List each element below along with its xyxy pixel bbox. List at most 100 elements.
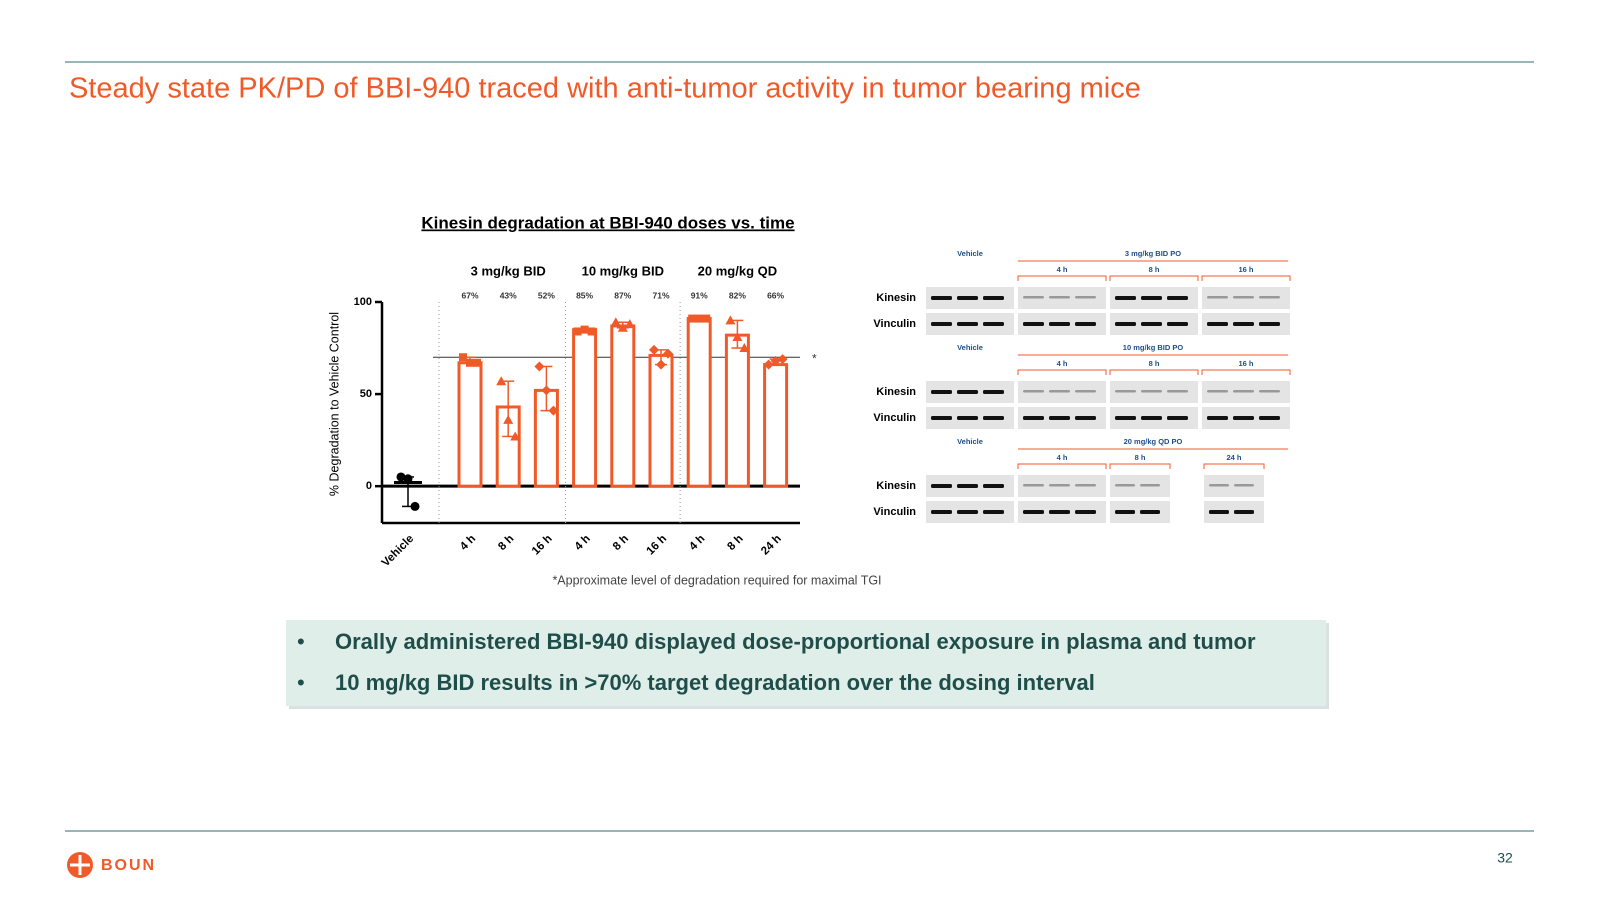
group-label: 3 mg/kg BID	[471, 263, 546, 278]
bullet: Orally administered BBI-940 displayed do…	[335, 629, 1256, 654]
blot-bracket	[1201, 369, 1291, 375]
value-label: 43%	[500, 290, 517, 300]
data-point	[695, 314, 704, 323]
blot-band	[1233, 296, 1254, 299]
blot-band	[1049, 484, 1070, 487]
x-tick-label: 4 h	[573, 533, 593, 553]
blot-dose-label: 10 mg/kg BID PO	[1123, 343, 1184, 352]
blot-band	[983, 416, 1004, 420]
page-number: 32	[1497, 850, 1513, 866]
data-point	[466, 358, 474, 367]
value-label: 91%	[691, 290, 708, 300]
data-point	[541, 385, 552, 396]
data-point	[473, 358, 481, 367]
value-label: 52%	[538, 290, 555, 300]
data-point	[702, 314, 711, 323]
data-point	[510, 431, 521, 441]
reference-label: *	[812, 351, 817, 365]
slide-title: Steady state PK/PD of BBI-940 traced wit…	[69, 73, 1141, 105]
blot-time-label: 4 h	[1057, 453, 1068, 462]
data-point	[459, 353, 467, 362]
blot-bracket	[1109, 369, 1199, 375]
blot-band	[1207, 390, 1228, 393]
value-label: 71%	[652, 290, 669, 300]
blot-band	[1207, 296, 1228, 299]
blot-row-label: Vinculin	[873, 412, 916, 424]
blot-bracket	[1017, 369, 1107, 375]
data-point	[624, 319, 635, 329]
bullet-dot: •	[297, 629, 305, 654]
blot-band	[1115, 390, 1136, 393]
blot-band	[1049, 296, 1070, 299]
data-point	[763, 359, 774, 370]
group-label: 20 mg/kg QD	[698, 263, 777, 278]
bar	[686, 317, 712, 488]
blot-band	[983, 296, 1004, 300]
data-point	[534, 361, 545, 372]
blot-band	[1023, 416, 1044, 420]
blot-band	[1075, 390, 1096, 393]
blot-band	[1141, 390, 1162, 393]
data-point	[396, 472, 406, 482]
value-label: 82%	[729, 290, 746, 300]
blot-band	[1115, 510, 1135, 514]
blot-dose-label: 3 mg/kg BID PO	[1125, 249, 1181, 258]
blot-band	[931, 322, 952, 326]
blot-band	[1023, 484, 1044, 487]
blot-band	[931, 510, 952, 514]
blot-row-label: Kinesin	[876, 480, 916, 492]
blot-band	[1023, 322, 1044, 326]
blot-band	[1115, 484, 1135, 487]
blot-band	[1075, 296, 1096, 299]
bar	[648, 353, 674, 488]
blot-band	[1075, 484, 1096, 487]
blot-row-label: Vinculin	[873, 506, 916, 518]
blot-band	[957, 416, 978, 420]
x-tick-label: 8 h	[725, 533, 745, 553]
blot-band	[1115, 296, 1136, 300]
x-tick-label: Vehicle	[380, 533, 417, 570]
blot-time-label: 4 h	[1057, 359, 1068, 368]
blot-bracket	[1109, 463, 1171, 469]
blot-band	[931, 390, 952, 394]
blot-band	[1075, 510, 1096, 514]
bar	[724, 333, 750, 488]
x-tick-label: 16 h	[645, 533, 670, 558]
blot-time-label: 4 h	[1057, 265, 1068, 274]
data-point	[573, 327, 582, 336]
blot-band	[957, 510, 978, 514]
blot-band	[983, 322, 1004, 326]
blot-time-label: 8 h	[1135, 453, 1146, 462]
data-point	[410, 501, 420, 511]
data-point	[732, 331, 743, 341]
blot-row-label: Kinesin	[876, 292, 916, 304]
blot-band	[1049, 390, 1070, 393]
blot-bracket	[1203, 463, 1265, 469]
blot-time-label: 24 h	[1226, 453, 1241, 462]
data-point	[770, 355, 781, 366]
blot-band	[1233, 322, 1254, 326]
blot-band	[1075, 322, 1096, 326]
blot-image	[1204, 475, 1264, 497]
data-point	[617, 322, 628, 332]
bar	[763, 363, 789, 488]
y-axis-label: % Degradation to Vehicle Control	[327, 312, 341, 496]
blot-band	[983, 390, 1004, 394]
blot-bracket	[1201, 275, 1291, 281]
blot-band	[1209, 510, 1229, 514]
blot-band	[1023, 510, 1044, 514]
bar	[457, 361, 483, 488]
value-label: 85%	[576, 290, 593, 300]
data-point	[580, 325, 589, 334]
blot-band	[1115, 416, 1136, 420]
value-label: 67%	[461, 290, 478, 300]
bar	[610, 324, 636, 488]
blot-band	[931, 416, 952, 420]
blot-bracket	[1017, 463, 1107, 469]
blot-bracket	[1109, 275, 1199, 281]
blot-band	[1259, 416, 1280, 420]
blot-band	[957, 322, 978, 326]
data-point	[739, 343, 750, 353]
blot-time-label: 8 h	[1149, 265, 1160, 274]
